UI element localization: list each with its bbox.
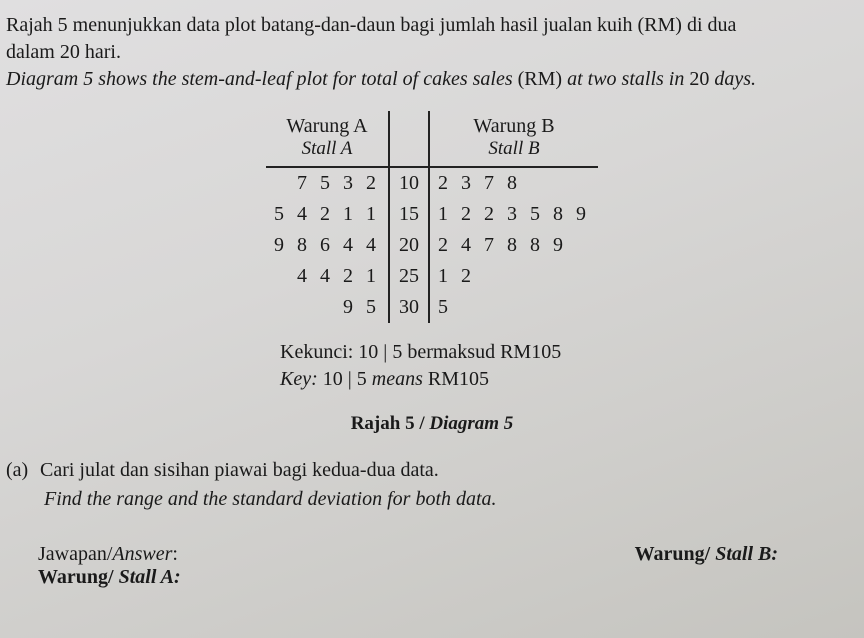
question-a: (a)Cari julat dan sisihan piawai bagi ke… (0, 457, 864, 513)
stall-b-pre: Warung/ (635, 543, 716, 565)
stem-value: 30 (389, 292, 429, 323)
stem-value: 10 (389, 167, 429, 199)
stall-a-label: Warung/ Stall A: (38, 566, 181, 589)
stall-a-ital: Stall A: (119, 566, 181, 588)
stall-b-ital: Stall B: (715, 543, 778, 565)
table-header-row: Warung A Stall A Warung B Stall B (266, 111, 598, 167)
question-italic: Find the range and the standard deviatio… (6, 486, 858, 513)
intro-line3-post: days. (709, 68, 756, 90)
stem-leaf-plot: Warung A Stall A Warung B Stall B 7 5 3 … (162, 111, 702, 323)
header-b-sub: Stall B (438, 138, 590, 160)
intro-line2: dalam 20 hari. (6, 39, 858, 66)
header-stem (389, 111, 429, 167)
stall-a-pre: Warung/ (38, 566, 119, 588)
intro-line3-n: 20 (689, 68, 709, 90)
jaw-pre: Jawapan/ (38, 543, 112, 565)
header-b-main: Warung B (438, 115, 590, 138)
intro-block: Rajah 5 menunjukkan data plot batang-dan… (0, 12, 864, 93)
leaf-left: 4 4 2 1 (266, 261, 389, 292)
stem-value: 25 (389, 261, 429, 292)
header-stall-b: Warung B Stall B (429, 111, 598, 167)
table-row: 9 8 6 4 4 20 2 4 7 8 8 9 (266, 230, 598, 261)
jawapan-label: Jawapan/Answer: (38, 543, 181, 566)
leaf-right: 1 2 (429, 261, 598, 292)
key-block: Kekunci: 10 | 5 bermaksud RM105 Key: 10 … (0, 339, 864, 393)
diagram-caption: Rajah 5 / Diagram 5 (0, 413, 864, 435)
question-label: (a) (6, 457, 40, 484)
leaf-right: 2 4 7 8 8 9 (429, 230, 598, 261)
header-a-sub: Stall A (274, 138, 380, 160)
table-row: 7 5 3 2 10 2 3 7 8 (266, 167, 598, 199)
key-line2-pre: Key: (280, 368, 323, 390)
key-line2-means: means (367, 368, 428, 390)
intro-line3-mid: at two stalls in (562, 68, 689, 90)
table-row: 9 5 30 5 (266, 292, 598, 323)
header-a-main: Warung A (274, 115, 380, 138)
leaf-right: 5 (429, 292, 598, 323)
leaf-left: 7 5 3 2 (266, 167, 389, 199)
stem-value: 20 (389, 230, 429, 261)
key-line2-val: RM105 (428, 368, 489, 390)
table-row: 4 4 2 1 25 1 2 (266, 261, 598, 292)
stall-b-label: Warung/ Stall B: (635, 543, 778, 566)
key-line1: Kekunci: 10 | 5 bermaksud RM105 (280, 339, 864, 366)
question-text: Cari julat dan sisihan piawai bagi kedua… (40, 459, 439, 481)
table-row: 5 4 2 1 1 15 1 2 2 3 5 8 9 (266, 199, 598, 230)
leaf-left: 9 5 (266, 292, 389, 323)
jaw-post: : (172, 543, 178, 565)
intro-line3: Diagram 5 shows the stem-and-leaf plot f… (6, 66, 858, 93)
stem-value: 15 (389, 199, 429, 230)
answer-row: Jawapan/Answer: Warung/ Stall A: Warung/… (0, 543, 864, 589)
intro-line1: Rajah 5 menunjukkan data plot batang-dan… (6, 12, 858, 39)
stem-leaf-table: Warung A Stall A Warung B Stall B 7 5 3 … (266, 111, 598, 323)
caption-left: Rajah 5 / (351, 413, 430, 434)
leaf-left: 5 4 2 1 1 (266, 199, 389, 230)
answer-right-block: Warung/ Stall B: (635, 543, 858, 589)
caption-right: Diagram 5 (429, 413, 513, 434)
leaf-right: 1 2 2 3 5 8 9 (429, 199, 598, 230)
leaf-right: 2 3 7 8 (429, 167, 598, 199)
key-line2-mid: 10 | 5 (323, 368, 367, 390)
header-stall-a: Warung A Stall A (266, 111, 389, 167)
jaw-ital: Answer (112, 543, 172, 565)
intro-line3-rm: (RM) (518, 68, 562, 90)
leaf-left: 9 8 6 4 4 (266, 230, 389, 261)
key-line2: Key: 10 | 5 means RM105 (280, 366, 864, 393)
answer-left-block: Jawapan/Answer: Warung/ Stall A: (38, 543, 181, 589)
intro-line3-pre: Diagram 5 shows the stem-and-leaf plot f… (6, 68, 518, 90)
